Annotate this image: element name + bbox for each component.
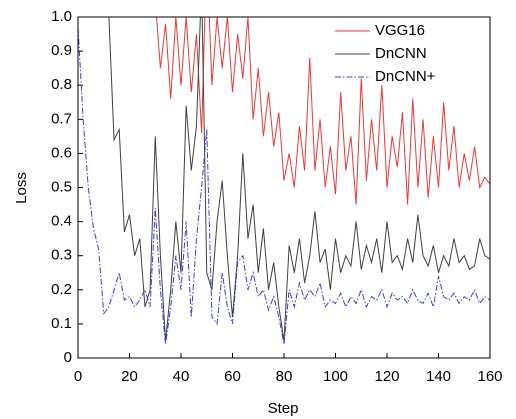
plot-frame bbox=[77, 16, 491, 359]
y-axis-label: Loss bbox=[13, 172, 30, 204]
x-tick-label: 20 bbox=[121, 368, 138, 385]
x-tick-label: 60 bbox=[224, 368, 241, 385]
x-tick-label: 80 bbox=[276, 368, 293, 385]
plot-area bbox=[78, 17, 490, 345]
y-tick-label: 0.7 bbox=[51, 110, 72, 127]
line bbox=[156, 17, 490, 205]
line bbox=[108, 17, 490, 342]
y-tick-label: 0.8 bbox=[51, 76, 72, 93]
line bbox=[78, 27, 490, 345]
x-tick-label: 120 bbox=[374, 368, 399, 385]
x-tick-label: 160 bbox=[477, 368, 502, 385]
x-tick-label: 0 bbox=[74, 368, 82, 385]
y-tick-label: 0.2 bbox=[51, 281, 72, 298]
x-tick-label: 100 bbox=[323, 368, 348, 385]
x-tick-label: 140 bbox=[426, 368, 451, 385]
legend-label: DnCNN bbox=[375, 45, 427, 62]
x-axis-label: Step bbox=[268, 400, 299, 417]
legend-label: VGG16 bbox=[375, 22, 425, 39]
y-tick-label: 0.4 bbox=[51, 213, 72, 230]
y-tick-label: 0.6 bbox=[51, 144, 72, 161]
y-tick-label: 1.0 bbox=[51, 8, 72, 25]
y-tick-label: 0 bbox=[64, 349, 72, 366]
y-tick-label: 0.1 bbox=[51, 315, 72, 332]
y-tick-label: 0.9 bbox=[51, 42, 72, 59]
legend-label: DnCNN+ bbox=[375, 68, 436, 85]
y-tick-label: 0.3 bbox=[51, 247, 72, 264]
x-tick-label: 40 bbox=[173, 368, 190, 385]
y-tick-label: 0.5 bbox=[51, 178, 72, 195]
